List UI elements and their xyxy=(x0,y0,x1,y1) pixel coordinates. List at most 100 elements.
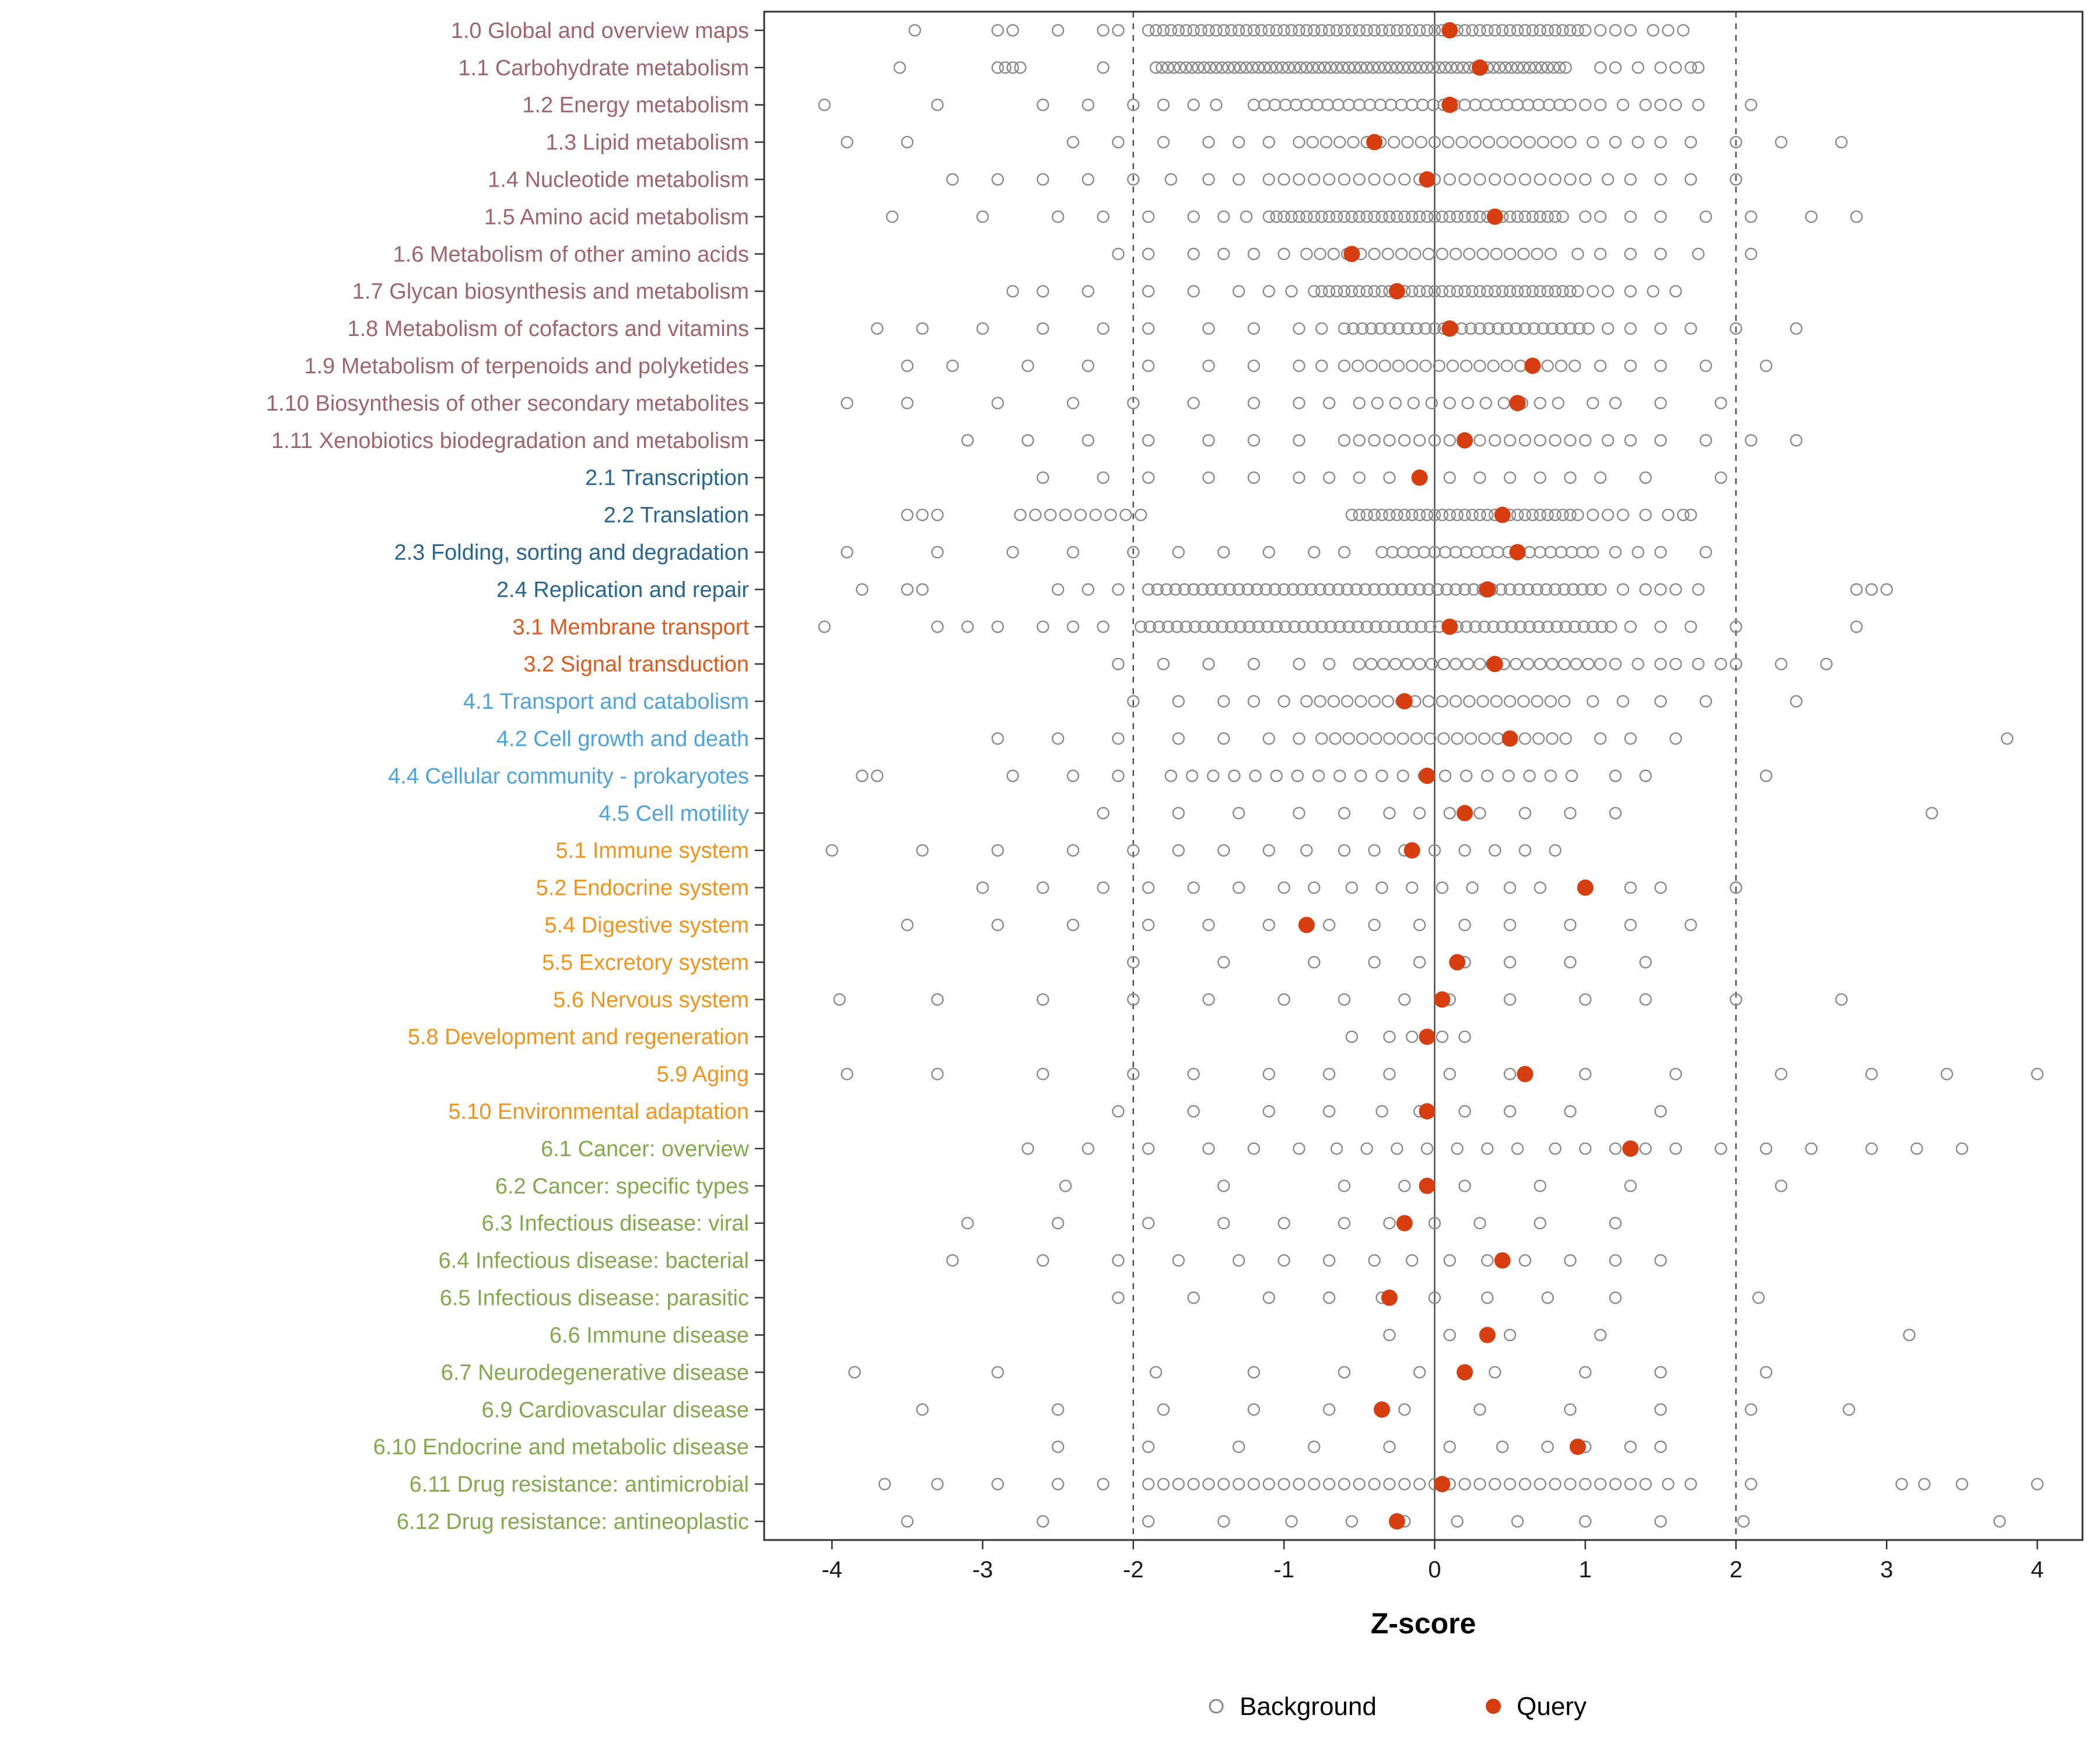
background-point xyxy=(1609,1254,1622,1267)
background-point xyxy=(1466,881,1479,894)
background-point xyxy=(1684,173,1698,186)
background-point xyxy=(1654,881,1667,894)
background-point xyxy=(1278,210,1290,223)
background-point xyxy=(1322,471,1336,484)
background-point xyxy=(1586,620,1600,634)
background-point xyxy=(1210,24,1223,37)
background-point xyxy=(1401,657,1414,670)
background-point xyxy=(1443,807,1456,820)
background-point xyxy=(1564,285,1577,298)
background-point xyxy=(1169,583,1182,596)
background-point xyxy=(1345,881,1359,894)
query-point xyxy=(1494,1252,1511,1269)
background-point xyxy=(1405,620,1419,634)
background-point xyxy=(1428,135,1441,149)
background-point xyxy=(1523,545,1536,559)
background-point xyxy=(1242,620,1256,634)
query-point xyxy=(1524,358,1541,374)
background-point xyxy=(1423,620,1437,634)
background-point xyxy=(1428,322,1441,335)
background-point xyxy=(1202,918,1215,932)
query-point xyxy=(1343,246,1360,262)
background-point xyxy=(1594,471,1607,484)
background-point xyxy=(1037,99,1049,111)
background-point xyxy=(1503,583,1517,596)
background-point xyxy=(901,359,914,372)
background-point xyxy=(1232,1440,1245,1453)
background-point xyxy=(1051,210,1065,223)
background-point xyxy=(991,918,1005,932)
query-point xyxy=(1441,96,1458,113)
background-point xyxy=(1518,285,1532,298)
background-point xyxy=(1268,583,1282,596)
background-point xyxy=(1149,61,1163,74)
background-point xyxy=(1564,173,1577,186)
background-point xyxy=(1578,24,1592,37)
background-point xyxy=(1202,471,1215,484)
background-point xyxy=(1684,322,1698,335)
background-point xyxy=(1340,695,1354,708)
background-point xyxy=(1112,24,1125,37)
background-point xyxy=(1534,1478,1546,1490)
x-axis-layer: -4 -3 -2 -1 0 1 2 3 4 xyxy=(821,1540,2044,1583)
background-point xyxy=(991,1366,1005,1379)
x-tick-label: -4 xyxy=(821,1557,842,1583)
background-point xyxy=(976,210,989,223)
background-point xyxy=(1217,545,1230,559)
background-point xyxy=(1270,61,1283,74)
background-point xyxy=(946,173,959,186)
background-point xyxy=(1415,620,1427,634)
background-point xyxy=(1503,247,1517,261)
background-point xyxy=(1261,620,1274,634)
background-point xyxy=(1503,993,1517,1006)
background-point xyxy=(1404,583,1417,596)
y-axis-label: 2.2 Translation xyxy=(604,503,749,528)
background-point xyxy=(1745,210,1758,223)
background-point xyxy=(1449,657,1462,670)
background-point xyxy=(1496,620,1509,634)
background-point xyxy=(1322,1254,1336,1267)
background-point xyxy=(1407,397,1420,410)
background-point xyxy=(1376,24,1388,37)
background-point xyxy=(1609,1142,1622,1155)
background-point xyxy=(1474,24,1486,37)
background-point xyxy=(1669,732,1682,745)
background-point xyxy=(1413,434,1426,447)
background-point xyxy=(1202,24,1215,37)
background-point xyxy=(1198,61,1210,74)
background-point xyxy=(1405,1254,1419,1267)
background-point xyxy=(1345,508,1359,522)
background-point xyxy=(1534,657,1546,670)
background-point xyxy=(931,99,944,111)
background-point xyxy=(1669,1068,1682,1080)
background-point xyxy=(1518,508,1532,522)
background-point xyxy=(1051,1440,1065,1453)
background-point xyxy=(1511,1142,1524,1155)
background-point xyxy=(1365,657,1378,670)
background-point xyxy=(1654,1403,1667,1416)
background-point xyxy=(1616,99,1629,111)
background-point xyxy=(1624,247,1637,261)
background-point xyxy=(1553,61,1566,74)
background-point xyxy=(1523,61,1536,74)
background-point xyxy=(1304,583,1318,596)
background-point xyxy=(1654,1105,1667,1118)
background-point xyxy=(1217,732,1230,745)
background-point xyxy=(1474,285,1486,298)
legend-background-label: Background xyxy=(1240,1692,1377,1721)
background-point xyxy=(901,508,914,522)
background-point xyxy=(1609,397,1622,410)
background-point xyxy=(1594,61,1607,74)
background-point xyxy=(1692,583,1705,596)
background-point xyxy=(1006,61,1019,74)
background-point xyxy=(1654,1515,1667,1528)
query-point xyxy=(1404,842,1420,859)
background-point xyxy=(1366,61,1380,74)
background-point xyxy=(1654,583,1667,596)
background-point xyxy=(1293,359,1306,372)
background-point xyxy=(1903,1328,1916,1342)
x-tick-label: 3 xyxy=(1880,1557,1893,1583)
query-point xyxy=(1517,1066,1534,1083)
background-point xyxy=(1217,1478,1230,1490)
background-point xyxy=(1234,620,1247,634)
